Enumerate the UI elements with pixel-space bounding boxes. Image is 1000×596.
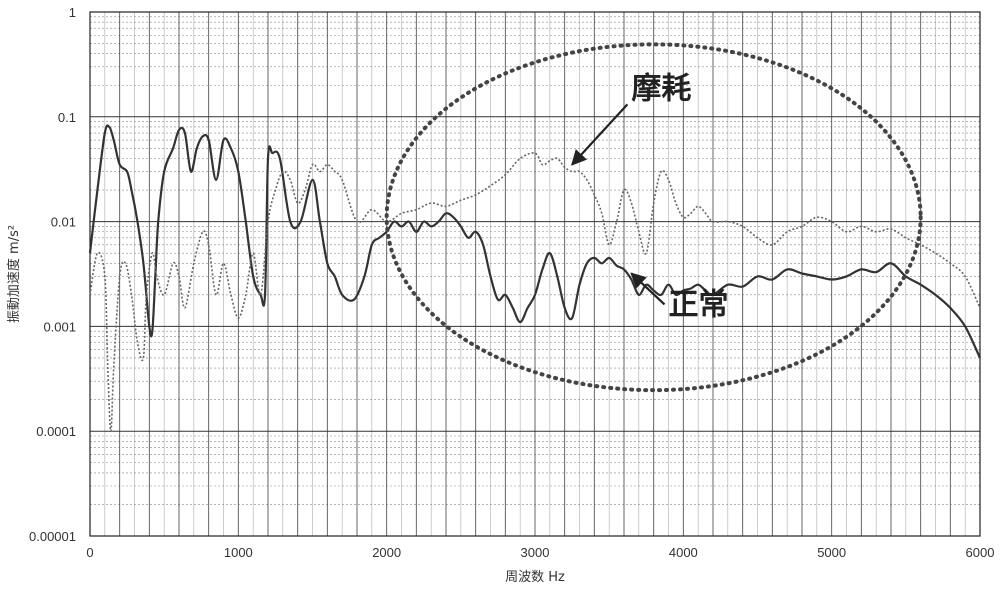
x-tick-label: 5000 xyxy=(817,545,846,560)
y-tick-label: 0.001 xyxy=(43,319,76,334)
y-tick-label: 1 xyxy=(69,5,76,20)
x-tick-label: 0 xyxy=(86,545,93,560)
annotation-label-worn: 摩耗 xyxy=(631,71,691,106)
highlight-ellipse xyxy=(384,42,923,393)
x-axis-label: 周波数 Hz xyxy=(505,570,565,585)
y-tick-labels: 0.00001 0.0001 0.001 0.01 0.1 1 xyxy=(29,5,76,544)
y-tick-label: 0.0001 xyxy=(36,424,76,439)
y-tick-label: 0.1 xyxy=(58,110,76,125)
series-line-worn xyxy=(89,152,981,432)
annotation-arrow-worn xyxy=(571,103,629,166)
y-tick-label: 0.01 xyxy=(51,215,76,230)
x-tick-label: 6000 xyxy=(966,545,995,560)
series-line-normal xyxy=(88,124,981,359)
y-axis-label: 振動加速度 m/s² xyxy=(6,225,22,323)
annotation-label-normal: 正常 xyxy=(669,287,729,322)
x-tick-label: 2000 xyxy=(372,545,401,560)
series-layer xyxy=(88,124,981,432)
x-tick-labels: 0 1000 2000 3000 4000 5000 6000 xyxy=(86,545,994,560)
y-tick-label: 0.00001 xyxy=(29,529,76,544)
highlight-ellipse-layer xyxy=(384,42,923,393)
annotation-arrow-normal xyxy=(630,272,666,306)
x-tick-label: 4000 xyxy=(669,545,698,560)
plot-frame xyxy=(89,11,981,537)
x-tick-label: 3000 xyxy=(521,545,550,560)
x-tick-label: 1000 xyxy=(224,545,253,560)
